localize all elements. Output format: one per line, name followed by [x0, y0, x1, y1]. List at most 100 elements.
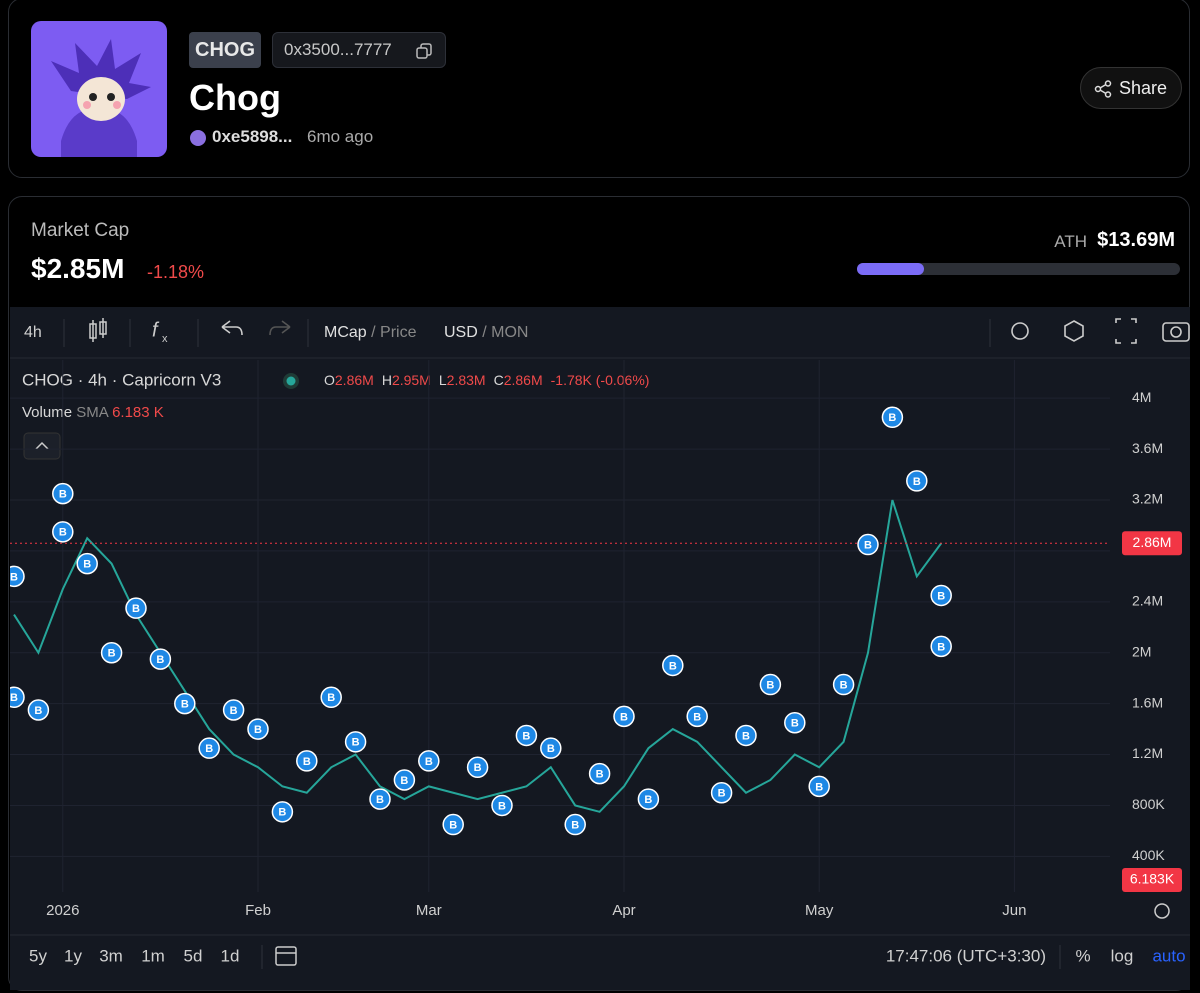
buy-marker-label: B	[59, 527, 67, 539]
date-range-icon[interactable]	[275, 946, 297, 966]
buy-marker	[369, 788, 391, 810]
alert-icon[interactable]	[1011, 322, 1029, 340]
buy-marker	[149, 648, 172, 670]
settings-icon[interactable]	[1064, 320, 1084, 342]
buy-marker-label: B	[205, 743, 213, 755]
buy-marker-label: B	[327, 692, 335, 704]
buy-marker-label: B	[156, 654, 164, 666]
buy-marker	[588, 762, 611, 785]
buy-marker-label: B	[278, 807, 286, 819]
undo-icon[interactable]	[221, 320, 243, 336]
fullscreen-icon[interactable]	[1115, 318, 1137, 344]
buy-marker-label: B	[83, 559, 91, 571]
share-label: Share	[1119, 78, 1168, 98]
buy-marker	[710, 781, 733, 804]
collapse-button[interactable]	[23, 432, 61, 460]
candle-icon[interactable]	[89, 318, 107, 342]
market-cap-change: -1.18%	[147, 262, 205, 282]
ath-value: $13.69M	[1097, 229, 1175, 251]
buy-marker	[857, 533, 879, 556]
x-tick-label: Mar	[416, 902, 442, 919]
age: 6mo ago	[307, 127, 374, 146]
buy-marker	[930, 635, 952, 658]
ath-progress	[857, 263, 925, 275]
buy-marker	[491, 794, 513, 817]
buy-marker	[418, 750, 440, 772]
buy-marker-label: B	[718, 788, 726, 800]
buy-marker-label: B	[132, 603, 140, 615]
percent-toggle[interactable]: %	[1075, 946, 1090, 965]
toolbar-mcap-price[interactable]: MCap / Price	[324, 324, 417, 341]
y-tick-label: 800K	[1132, 796, 1165, 812]
symbol-legend: CHOG · 4h · Capricorn V3	[22, 370, 221, 389]
address: 0x3500...7777	[284, 40, 392, 59]
copy-icon	[416, 43, 432, 59]
volume-tag	[1122, 868, 1182, 892]
buy-marker	[637, 788, 660, 810]
buy-marker	[808, 775, 830, 798]
share-button[interactable]: Share	[1080, 67, 1182, 109]
buy-marker	[125, 597, 147, 619]
sma: SMA	[76, 404, 109, 421]
range-button[interactable]: 1m	[141, 946, 165, 965]
axis-settings-icon[interactable]	[1154, 903, 1170, 919]
mon: MON	[491, 324, 528, 341]
screenshot-icon[interactable]	[1162, 322, 1190, 342]
slash: /	[482, 324, 487, 341]
y-tick-label: 2.4M	[1132, 593, 1163, 609]
buy-marker-label: B	[376, 794, 384, 806]
ohlc-legend: O2.86M H2.95M L2.83M C2.86M -1.78K (-0.06%)	[324, 372, 649, 388]
buy-marker	[735, 724, 757, 747]
toolbar-usd-mon[interactable]: USD / MON	[444, 324, 528, 341]
ohlc-value: 2.95M	[392, 372, 431, 388]
buy-marker-label: B	[937, 590, 945, 602]
buy-marker-label: B	[59, 489, 67, 501]
redo-icon	[269, 320, 291, 336]
sma-value: 6.183 K	[112, 404, 164, 421]
range-button[interactable]: 5d	[184, 946, 203, 965]
buy-marker	[296, 750, 318, 772]
buy-marker	[27, 699, 50, 721]
creator[interactable]: 0xe5898...	[212, 127, 293, 146]
x-tick-label: 2026	[46, 902, 79, 919]
x-tick-label: Apr	[612, 902, 635, 919]
interval[interactable]: 4h	[24, 324, 42, 341]
address-box[interactable]: 0x3500...7777	[272, 32, 446, 68]
buy-marker-label: B	[620, 711, 628, 723]
auto-toggle[interactable]: auto	[1152, 946, 1185, 965]
price: Price	[380, 324, 417, 341]
buy-marker-label: B	[108, 648, 116, 660]
buy-marker-label: B	[303, 756, 311, 768]
buy-marker	[100, 641, 123, 664]
status-dot	[286, 376, 296, 386]
range-button[interactable]: 1y	[64, 946, 82, 965]
range-button[interactable]: 3m	[99, 946, 123, 965]
buy-marker	[344, 731, 367, 753]
y-tick-label: 3.6M	[1132, 440, 1163, 456]
range-button[interactable]: 5y	[29, 946, 47, 965]
log-toggle[interactable]: log	[1111, 946, 1134, 965]
ticker: CHOG	[189, 32, 261, 68]
range-button[interactable]: 1d	[221, 946, 240, 965]
indicator-f[interactable]: f	[152, 319, 160, 341]
buy-marker	[881, 406, 904, 429]
avatar	[31, 21, 167, 157]
y-tick-label: 2M	[1132, 643, 1151, 659]
chart-panel: 4h f x MCap / Price USD / MON CHOG · 4h …	[10, 307, 1190, 990]
buy-marker	[52, 482, 74, 505]
buy-marker-label: B	[937, 641, 945, 653]
buy-marker-label: B	[254, 724, 262, 736]
buy-marker	[906, 470, 928, 492]
buy-marker	[930, 584, 952, 607]
share-icon	[1094, 80, 1112, 98]
buy-marker	[662, 654, 684, 677]
buy-marker-label: B	[644, 794, 652, 806]
token-name: Chog	[189, 77, 281, 118]
x-tick-label: Jun	[1002, 902, 1026, 919]
buy-marker	[174, 692, 196, 715]
buy-marker	[832, 673, 855, 696]
buy-marker	[564, 813, 586, 836]
buy-marker-label: B	[766, 679, 774, 691]
buy-marker	[784, 711, 806, 734]
